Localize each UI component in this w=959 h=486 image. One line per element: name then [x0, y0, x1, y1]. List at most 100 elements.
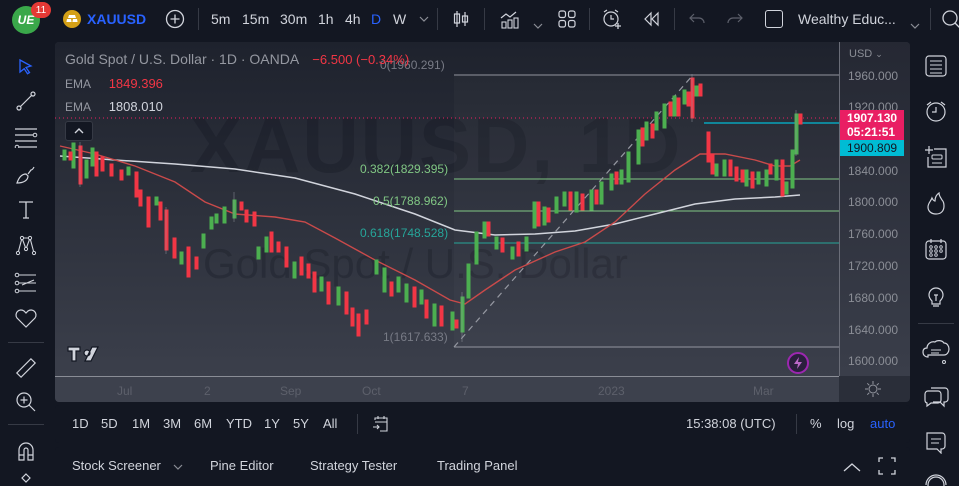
object-tree-button[interactable] [922, 143, 950, 171]
pattern-xabcd-icon [15, 235, 37, 256]
percent-scale-toggle[interactable]: % [810, 416, 822, 431]
hotlists-button[interactable] [922, 190, 950, 218]
range-5y[interactable]: 5Y [293, 416, 309, 431]
calendar-goto-icon [373, 416, 388, 432]
streams-button[interactable] [922, 472, 950, 486]
chat-bubbles-icon [924, 387, 949, 408]
indicators-button[interactable] [499, 8, 521, 30]
undo-button[interactable] [688, 11, 706, 27]
interval-1h[interactable]: 1h [318, 11, 334, 27]
chevron-down-icon: ⌄ [875, 49, 883, 59]
text-tool[interactable] [13, 197, 39, 223]
measure-tool[interactable] [13, 355, 39, 381]
flash-notifications-button[interactable] [787, 352, 809, 374]
fib-retracement-tool[interactable] [13, 124, 39, 150]
interval-5m[interactable]: 5m [211, 11, 231, 27]
favorites-tool[interactable] [13, 305, 39, 331]
chart-type-button[interactable] [451, 9, 471, 29]
log-scale-toggle[interactable]: log [837, 416, 855, 431]
range-toolbar: 1D 5D 1M 3M 6M YTD 1Y 5Y All 15:38:08 (U… [55, 405, 910, 443]
range-1d[interactable]: 1D [72, 416, 89, 431]
price-scale[interactable]: USD ⌄ 1960.000 1920.000 1840.000 1800.00… [839, 42, 910, 376]
legend-symbol-title[interactable]: Gold Spot / U.S. Dollar · 1D · OANDA [65, 51, 299, 67]
interval-4h[interactable]: 4h [345, 11, 361, 27]
tab-trading-panel[interactable]: Trading Panel [437, 458, 518, 473]
tab-stock-screener[interactable]: Stock Screener [72, 458, 183, 473]
fib-level-0618-label: 0.618(1748.528) [360, 226, 449, 240]
tradingview-logo[interactable] [67, 346, 99, 367]
public-chats-button[interactable] [922, 428, 950, 456]
indicators-icon [500, 11, 519, 29]
divider [918, 323, 954, 324]
flame-icon [927, 192, 945, 215]
magnet-icon [18, 442, 34, 461]
ideas-button[interactable] [922, 283, 950, 311]
chart-pane[interactable]: XAUUSD, 1D Gold Spot / U.S. Dollar [55, 42, 910, 402]
legend-collapse-button[interactable] [65, 121, 93, 141]
utc-clock[interactable]: 15:38:08 (UTC) [686, 416, 776, 431]
auto-scale-toggle[interactable]: auto [870, 416, 896, 431]
prediction-tool[interactable] [13, 270, 39, 296]
price-tick: 1640.000 [848, 323, 899, 337]
time-scale[interactable]: Jul 2 Sep Oct 7 2023 Mar [55, 376, 839, 402]
brush-tool[interactable] [13, 162, 39, 188]
range-5d[interactable]: 5D [101, 416, 118, 431]
maximize-panel-button[interactable] [878, 457, 896, 475]
patterns-tool[interactable] [13, 232, 39, 258]
time-tick: 2023 [598, 384, 625, 398]
chart-settings-button[interactable] [865, 381, 881, 397]
interval-dropdown[interactable] [419, 0, 429, 38]
price-tick: 1600.000 [848, 354, 899, 368]
price-tick: 1840.000 [848, 164, 899, 178]
interval-15m[interactable]: 15m [242, 11, 270, 27]
minds-button[interactable] [922, 338, 950, 366]
lock-drawings-tool[interactable] [13, 470, 39, 486]
chevron-down-icon [910, 23, 920, 29]
indicators-dropdown[interactable] [533, 16, 543, 32]
layout-name-dropdown[interactable] [910, 16, 920, 32]
tab-pine-editor[interactable]: Pine Editor [210, 458, 274, 473]
create-alert-button[interactable] [601, 8, 623, 30]
currency-label: USD [849, 48, 873, 60]
replay-button[interactable] [642, 11, 660, 27]
trend-line-tool[interactable] [13, 88, 39, 114]
calendar-button[interactable] [922, 235, 950, 263]
legend-ema-1[interactable]: EMA 1849.396 [65, 76, 163, 91]
interval-30m[interactable]: 30m [280, 11, 308, 27]
tab-strategy-tester[interactable]: Strategy Tester [310, 458, 398, 473]
chats-button[interactable] [922, 382, 950, 410]
price-tick: 1960.000 [848, 69, 899, 83]
cursor-tool[interactable] [13, 54, 39, 80]
range-1m[interactable]: 1M [132, 416, 151, 431]
redo-button[interactable] [726, 11, 744, 27]
magnet-mode-tool[interactable] [13, 438, 39, 464]
expand-panel-button[interactable] [843, 459, 861, 472]
compare-add-symbol-button[interactable] [165, 9, 185, 29]
range-1y[interactable]: 1Y [264, 416, 280, 431]
go-to-date-button[interactable] [372, 415, 390, 433]
layout-checkbox[interactable] [765, 10, 783, 28]
legend-change: −6.500 (−0.34%) [312, 52, 410, 67]
interval-w[interactable]: W [393, 11, 407, 27]
watchlist-button[interactable] [922, 52, 950, 80]
range-3m[interactable]: 3M [163, 416, 182, 431]
range-all[interactable]: All [323, 416, 338, 431]
redo-icon [727, 13, 743, 24]
fib-level-0-label: 0(1960.291) [380, 58, 445, 72]
range-ytd[interactable]: YTD [226, 416, 252, 431]
lightbulb-icon [928, 287, 944, 307]
zoom-in-tool[interactable] [13, 389, 39, 415]
time-tick: Jul [117, 384, 133, 398]
symbol-search[interactable]: XAUUSD [63, 9, 146, 29]
interval-d[interactable]: D [371, 11, 382, 27]
time-tick: 2 [204, 384, 211, 398]
range-6m[interactable]: 6M [194, 416, 213, 431]
currency-selector[interactable]: USD ⌄ [849, 48, 883, 60]
search-button[interactable] [941, 9, 959, 29]
layout-button[interactable] [557, 9, 577, 29]
legend-ema-2[interactable]: EMA 1808.010 [65, 99, 163, 114]
alerts-button[interactable] [922, 97, 950, 125]
time-tick: 7 [462, 384, 469, 398]
chart-canvas[interactable]: XAUUSD, 1D Gold Spot / U.S. Dollar [55, 42, 839, 376]
layout-name[interactable]: Wealthy Educ... [798, 11, 896, 27]
